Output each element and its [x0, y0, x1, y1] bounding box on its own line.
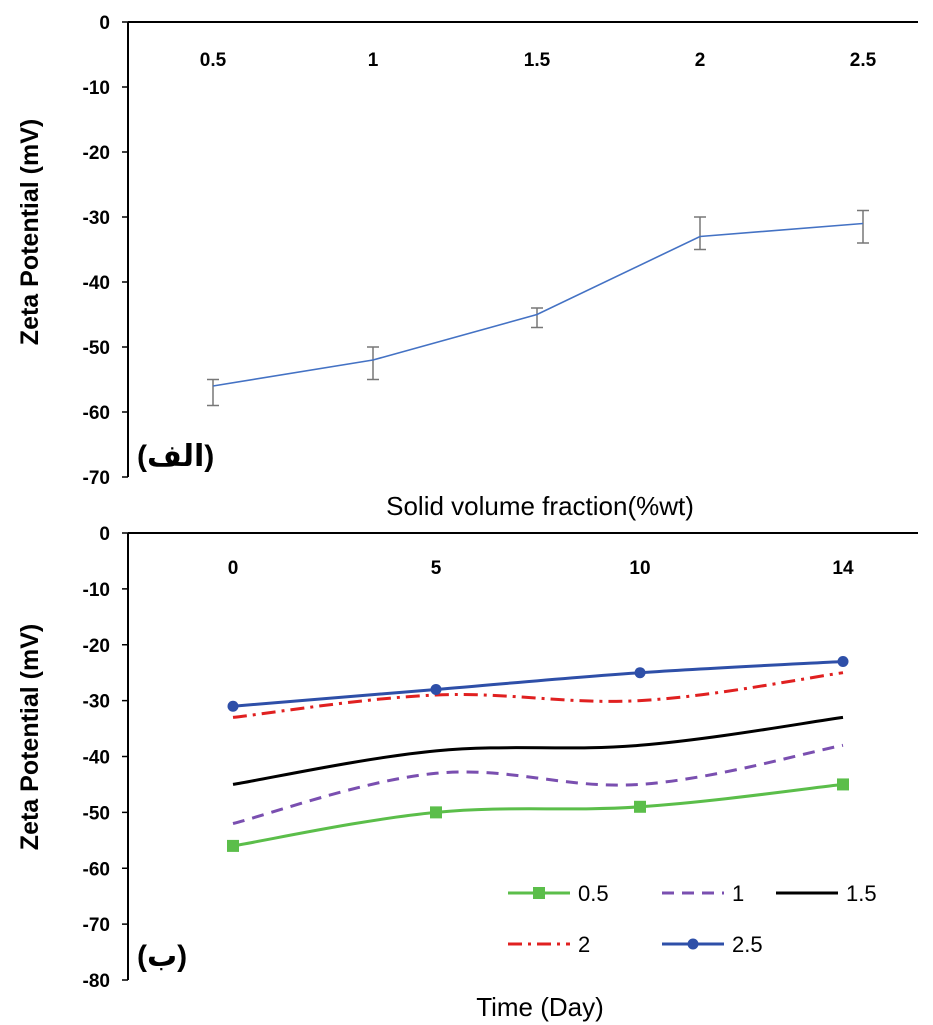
chart-b-legend-label: 1	[732, 881, 744, 906]
chart-b-series-line	[232, 671, 844, 719]
chart-b-data-point	[837, 778, 849, 791]
chart-a-error-bar	[531, 307, 543, 329]
chart-a-x-axis-label: Solid volume fraction(%wt)	[386, 491, 694, 521]
chart-b-x-tick-labels: 0 5 10 14	[228, 558, 854, 579]
chart-b-series-line	[232, 660, 844, 708]
chart-a-panel-label: (الف)	[137, 440, 214, 473]
chart-b-data-point	[634, 800, 646, 813]
chart-b-data-point	[430, 806, 442, 819]
chart-a-x-tick-label: 1	[368, 50, 379, 71]
chart-a-y-tick-label: -50	[83, 338, 110, 359]
chart-b-y-tick-label: -50	[83, 803, 110, 824]
chart-b-series-2	[232, 715, 844, 786]
chart-a-error-bar	[857, 209, 869, 244]
chart-b-series-line	[232, 782, 844, 848]
chart-a-error-bar	[207, 378, 219, 407]
chart-b: 0 -10 -20 -30 -40 -50 -60 -70 -80 0 5 10 14 0.5 1 1.5…	[16, 524, 918, 1022]
chart-a-error-bar	[367, 346, 379, 381]
chart-b-data-point	[634, 667, 646, 679]
chart-b-series-0	[227, 778, 849, 852]
chart-a-y-tick-label: -10	[83, 78, 110, 99]
chart-b-y-tick-label: -60	[83, 859, 110, 880]
chart-b-y-tick-label: -40	[83, 748, 110, 769]
chart-a-x-tick-labels: 0.5 1 1.5 2 2.5	[200, 50, 877, 71]
chart-a-y-tick-label: -30	[83, 208, 110, 229]
chart-a-y-tick-labels: 0 -10 -20 -30 -40 -50 -60 -70	[83, 13, 110, 489]
chart-a-error-bars	[207, 209, 869, 407]
chart-b-data-point	[430, 683, 442, 695]
chart-a-x-tick-label: 2	[695, 50, 706, 71]
chart-b-legend: 0.5 1 1.5 2 2.5	[508, 881, 877, 957]
chart-b-data-point	[227, 839, 239, 852]
chart-b-series-line	[232, 743, 844, 825]
chart-b-legend-label: 1.5	[846, 881, 877, 906]
chart-b-y-tick-label: -30	[83, 692, 110, 713]
chart-b-axes	[122, 532, 918, 981]
chart-a-series	[212, 222, 864, 387]
chart-b-legend-label: 0.5	[578, 881, 609, 906]
chart-b-legend-item: 0.5	[508, 881, 609, 906]
chart-a-y-tick-label: -60	[83, 403, 110, 424]
chart-b-legend-label: 2.5	[732, 932, 763, 957]
chart-b-series-3	[232, 671, 844, 719]
chart-b-data-point	[837, 656, 849, 668]
chart-b-y-axis-label: Zeta Potential (mV)	[16, 624, 44, 850]
chart-b-series-line	[232, 715, 844, 786]
chart-b-legend-item: 1.5	[776, 881, 877, 906]
chart-b-x-tick-label: 5	[431, 558, 442, 579]
chart-a-axes	[122, 21, 918, 478]
chart-a-series-line	[212, 222, 864, 387]
chart-a-x-tick-label: 2.5	[850, 50, 877, 71]
chart-a-y-tick-label: 0	[99, 13, 110, 34]
chart-b-y-tick-labels: 0 -10 -20 -30 -40 -50 -60 -70 -80	[83, 524, 110, 992]
chart-b-y-tick-label: -10	[83, 580, 110, 601]
chart-a-error-bar	[694, 216, 706, 251]
chart-b-series-4	[227, 656, 849, 712]
chart-b-x-tick-label: 14	[832, 558, 854, 579]
chart-b-x-tick-label: 10	[629, 558, 650, 579]
chart-a-y-tick-label: -70	[83, 468, 110, 489]
chart-b-legend-label: 2	[578, 932, 590, 957]
chart-b-data-point	[227, 700, 239, 712]
chart-b-legend-marker	[533, 887, 545, 899]
chart-b-series-1	[232, 743, 844, 825]
chart-b-legend-item: 1	[662, 881, 744, 906]
chart-b-series	[227, 656, 849, 852]
chart-a-y-axis-label: Zeta Potential (mV)	[16, 119, 44, 345]
chart-b-y-tick-label: -70	[83, 915, 110, 936]
chart-b-y-tick-label: 0	[99, 524, 110, 545]
chart-b-legend-marker	[687, 938, 699, 950]
chart-b-legend-item: 2.5	[662, 932, 763, 957]
chart-a-x-tick-label: 1.5	[524, 50, 551, 71]
chart-a-x-tick-label: 0.5	[200, 50, 227, 71]
chart-b-x-axis-label: Time (Day)	[476, 992, 604, 1022]
chart-b-panel-label: (ب)	[137, 940, 187, 973]
chart-b-legend-item: 2	[508, 932, 590, 957]
chart-b-y-tick-label: -20	[83, 636, 110, 657]
chart-a-y-tick-label: -40	[83, 273, 110, 294]
chart-b-y-tick-label: -80	[83, 971, 110, 992]
chart-b-x-tick-label: 0	[228, 558, 239, 579]
chart-a: 0 -10 -20 -30 -40 -50 -60 -70 0.5 1 1.5 2 2.5 Zeta …	[16, 13, 918, 521]
chart-a-y-tick-label: -20	[83, 143, 110, 164]
